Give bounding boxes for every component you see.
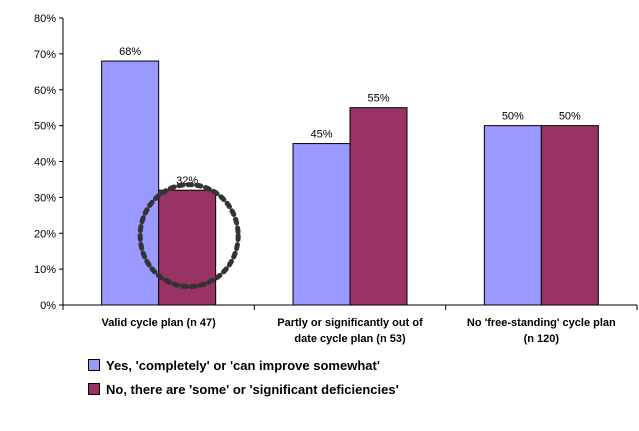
data-label: 50%: [559, 111, 581, 123]
y-tick-label: 80%: [34, 13, 56, 25]
legend-label-yes: Yes, 'completely' or 'can improve somewh…: [106, 357, 380, 373]
bar: [292, 143, 351, 306]
category-label: No 'free-standing' cycle plan: [467, 317, 616, 329]
category-label: date cycle plan (n 53): [294, 333, 406, 345]
legend-entry-no: No, there are 'some' or 'significant def…: [88, 377, 399, 401]
category-label: Valid cycle plan (n 47): [102, 317, 217, 329]
y-tick-label: 50%: [34, 121, 56, 133]
y-tick-label: 30%: [34, 192, 56, 204]
data-label: 50%: [502, 111, 524, 123]
annotation-dashed-circle: [137, 182, 241, 290]
legend: Yes, 'completely' or 'can improve somewh…: [88, 353, 399, 401]
y-tick-label: 0%: [40, 300, 56, 312]
data-label: 55%: [367, 93, 389, 105]
y-tick-label: 40%: [34, 157, 56, 169]
bar: [349, 107, 408, 306]
legend-swatch-yes: [88, 359, 100, 371]
bar: [540, 125, 599, 306]
data-label: 45%: [310, 129, 332, 141]
y-tick-label: 60%: [34, 85, 56, 97]
y-tick-label: 70%: [34, 49, 56, 61]
y-tick-label: 10%: [34, 264, 56, 276]
category-label: (n 120): [524, 333, 560, 345]
bar: [483, 125, 542, 306]
data-label: 68%: [119, 46, 141, 58]
legend-swatch-no: [88, 383, 100, 395]
category-label: Partly or significantly out of: [277, 317, 423, 329]
legend-label-no: No, there are 'some' or 'significant def…: [106, 381, 399, 397]
legend-entry-yes: Yes, 'completely' or 'can improve somewh…: [88, 353, 399, 377]
bar-chart: 0%10%20%30%40%50%60%70%80%68%32%Valid cy…: [34, 13, 638, 345]
y-tick-label: 20%: [34, 228, 56, 240]
